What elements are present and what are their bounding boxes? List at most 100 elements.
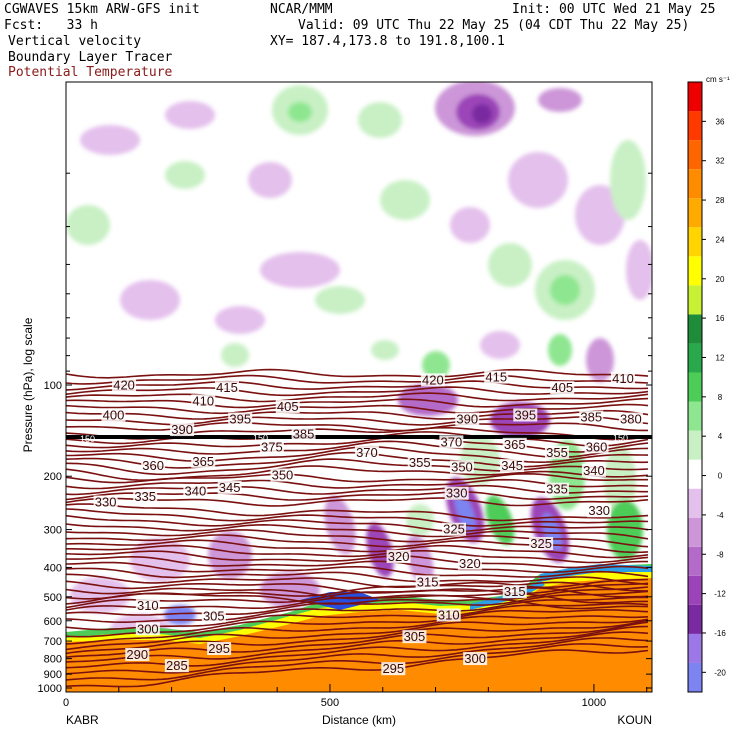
isentrope-label: 395 — [514, 407, 536, 422]
isentrope-label-bg — [502, 585, 527, 599]
isentrope-label: 405 — [277, 399, 299, 414]
isentrope-label-bg — [579, 410, 604, 424]
isentrope-label: 320 — [388, 549, 410, 564]
isentrope-line — [66, 523, 649, 540]
isentrope-label-bg — [513, 408, 538, 422]
isentrope-line — [66, 503, 649, 522]
isentrope-line — [66, 555, 649, 574]
y-axis: 100 200 300 400 500 600 700 800 900 1000 — [38, 172, 652, 695]
colorbar-tick-label: -4 — [716, 511, 724, 520]
isentrope-label: 370 — [441, 434, 463, 449]
isentrope-label: 365 — [504, 437, 526, 452]
x-axis-label: Distance (km) — [322, 713, 396, 727]
isentrope-label-bg — [529, 537, 554, 551]
isentrope-label: 325 — [530, 536, 552, 551]
isentrope-line — [66, 508, 649, 527]
isentrope-line — [66, 609, 649, 638]
isentrope-line — [66, 397, 649, 409]
isentrope-label-bg — [141, 459, 166, 473]
isentrope-label: 335 — [134, 489, 156, 504]
isentrope-label-bg — [436, 608, 461, 622]
isentrope-line — [66, 590, 649, 616]
isentrope-label-bg — [407, 456, 432, 470]
isentrope-line — [66, 392, 649, 403]
isentrope-label: 410 — [192, 393, 214, 408]
colorbar-tick-label: 24 — [716, 235, 725, 244]
colorbar-swatch — [688, 604, 702, 634]
isentrope-label-bg — [439, 435, 464, 449]
isentrope-line — [66, 544, 649, 564]
isentrope-line — [66, 643, 649, 681]
y-tick-label: 300 — [44, 525, 62, 537]
isentrope-label: 370 — [356, 445, 378, 460]
isentrope-label: 375 — [261, 439, 283, 454]
isentrope-line — [66, 409, 649, 420]
colorbar-swatch — [688, 372, 702, 402]
colorbar-swatch — [688, 546, 702, 576]
plot-frame — [65, 81, 653, 693]
isentrope-label: 420 — [422, 372, 444, 387]
isentrope-label: 350 — [451, 459, 473, 474]
isentrope-label: 290 — [126, 647, 148, 662]
isentrope-line — [66, 578, 649, 605]
isentrope-label: 295 — [382, 661, 404, 676]
isentrope-line — [66, 416, 649, 426]
isentrope-line — [66, 631, 649, 669]
colorbar-tick-label: 4 — [718, 432, 723, 441]
isentrope-line — [66, 625, 649, 663]
isentrope-line — [66, 586, 649, 611]
isentrope-line — [66, 550, 648, 569]
isentrope-label-bg — [133, 490, 158, 504]
field-boundary-layer-tracer: Boundary Layer Tracer — [8, 50, 173, 65]
isentrope-label: 330 — [95, 495, 117, 510]
colorbar-units: cm s⁻¹ — [706, 75, 730, 84]
isentrope-label: 305 — [203, 609, 225, 624]
isentrope-label: 345 — [219, 480, 241, 495]
isentrope-label-bg — [610, 371, 635, 385]
isentrope-label-bg — [170, 423, 195, 437]
isentrope-label: 360 — [142, 458, 164, 473]
isentrope-label-bg — [135, 599, 160, 613]
isentrope-label-bg — [500, 459, 525, 473]
isentrope-label: 315 — [417, 574, 439, 589]
isentrope-label: 410 — [612, 371, 634, 386]
isentrope-label: 415 — [216, 380, 238, 395]
colorbar: -20 -16 -12 -8 -4 0 4 8 12 16 20 24 28 32 36 — [687, 81, 726, 693]
isentrope-label-bg — [183, 484, 208, 498]
colorbar-swatch — [688, 662, 702, 692]
isentrope-label-bg — [442, 522, 467, 536]
isentrope-label: 295 — [208, 641, 230, 656]
isentrope-line — [66, 615, 649, 645]
isentrope-label-bg — [415, 575, 440, 589]
isentrope-line — [66, 567, 649, 586]
colorbar-swatch — [688, 575, 702, 605]
isentrope-label-bg — [207, 642, 232, 656]
isentrope-line — [66, 490, 649, 501]
colorbar-swatch — [688, 140, 702, 170]
isentrope-label-bg — [618, 412, 643, 426]
isentrope-label-bg — [544, 482, 569, 496]
isentrope-label: 310 — [438, 607, 460, 622]
field-potential-temperature: Potential Temperature — [8, 65, 173, 80]
isentrope-label: 335 — [546, 482, 568, 497]
isentrope-label-bg — [215, 381, 240, 395]
isentrope-label-bg — [457, 556, 482, 570]
colorbar-tick-label: 28 — [716, 196, 725, 205]
forecast-hour: Fcst: 33 h — [4, 18, 98, 33]
colorbar-tick-label: 0 — [718, 472, 723, 481]
init-time: Init: 00 UTC Wed 21 May 25 — [512, 2, 716, 17]
isentrope-line — [66, 621, 649, 658]
isentrope-label-bg — [386, 549, 411, 563]
isentrope-label-bg — [581, 463, 606, 477]
isentrope-label: 385 — [580, 410, 602, 425]
isentrope-label-bg — [502, 437, 527, 451]
colorbar-tick-label: 36 — [716, 117, 725, 126]
isentrope-line — [66, 618, 649, 651]
isentrope-label-bg — [93, 495, 118, 509]
isentrope-label: 310 — [137, 598, 159, 613]
model-title: CGWAVES 15km ARW-GFS init — [4, 2, 200, 17]
isentrope-label-bg — [455, 412, 480, 426]
isentrope-line — [66, 497, 649, 507]
isentrope-label: 350 — [272, 468, 294, 483]
